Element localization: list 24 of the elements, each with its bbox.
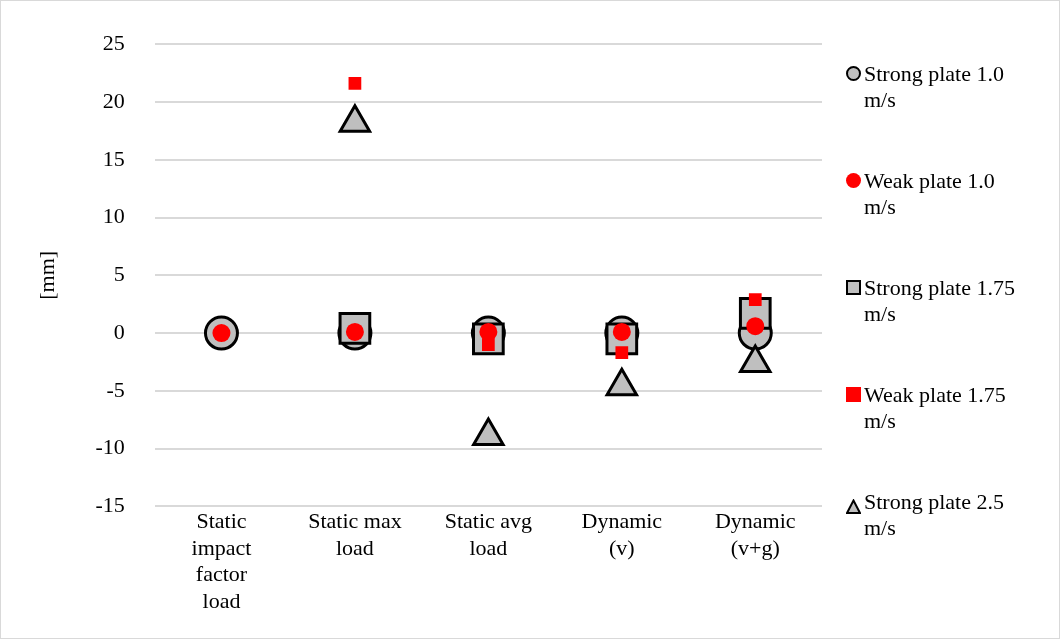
y-tick-label: 25 bbox=[102, 29, 125, 55]
legend-label: Strong plate 2.5 m/s bbox=[864, 489, 1005, 541]
point bbox=[348, 77, 362, 90]
y-axis-title: [mm] bbox=[33, 250, 59, 300]
x-tick-label: Static max load bbox=[308, 508, 402, 560]
y-tick-label: -15 bbox=[95, 492, 125, 518]
y-tick-label: 0 bbox=[113, 318, 125, 344]
legend-label: Strong plate 1.75 m/s bbox=[864, 275, 1016, 327]
y-tick-label: 10 bbox=[102, 203, 125, 229]
legend-label: Strong plate 1.0 m/s bbox=[864, 61, 1005, 113]
legend-label: Weak plate 1.0 m/s bbox=[864, 168, 996, 220]
x-tick-label: Dynamic (v+g) bbox=[714, 508, 796, 560]
point bbox=[746, 317, 765, 336]
y-tick-label: 15 bbox=[102, 145, 125, 171]
x-tick-label: Static impact factor load bbox=[191, 508, 252, 613]
point bbox=[748, 293, 762, 306]
point bbox=[615, 346, 629, 360]
x-tick-label: Static avg load bbox=[444, 508, 533, 560]
y-tick-label: -5 bbox=[106, 376, 125, 402]
y-tick-label: -10 bbox=[95, 434, 125, 460]
y-tick-label: 20 bbox=[102, 87, 125, 113]
x-tick-label: Dynamic (v) bbox=[581, 508, 663, 560]
legend-label: Weak plate 1.75 m/s bbox=[864, 382, 1007, 434]
y-tick-label: 5 bbox=[113, 261, 125, 287]
